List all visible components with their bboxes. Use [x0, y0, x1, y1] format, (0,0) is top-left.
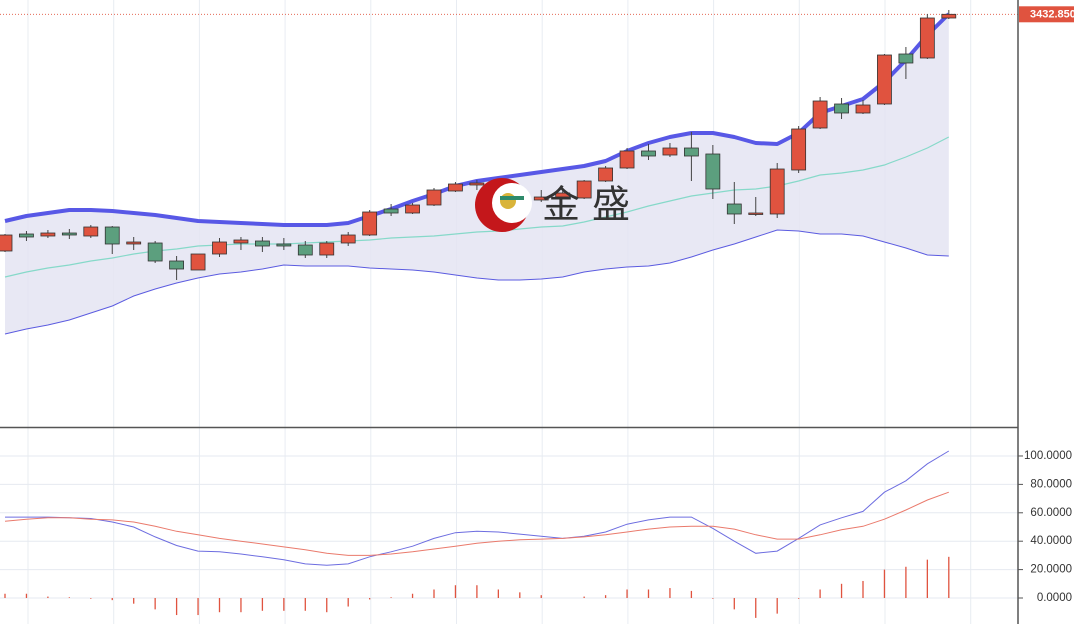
- vertical-grid: [27, 0, 972, 624]
- indicator-line: [4, 491, 949, 556]
- candle-body: [812, 100, 828, 129]
- y-tick-label: 0.0000: [1037, 592, 1072, 604]
- candle-body: [426, 189, 442, 206]
- candle-body: [254, 240, 270, 247]
- candle-body: [898, 53, 914, 64]
- candle-body: [126, 241, 142, 245]
- candle-body: [533, 196, 549, 201]
- candle-body: [190, 253, 206, 271]
- candle-body: [276, 243, 292, 247]
- candle-body: [684, 147, 699, 157]
- plot: 金 盛 3432.850 100.0000 80.0000 60.0000 40.0000…: [0, 6, 1074, 618]
- candle-body: [726, 203, 742, 215]
- candle-body: [791, 128, 807, 171]
- candle-body: [748, 212, 764, 215]
- candle-body: [212, 241, 227, 255]
- candle-body: [0, 234, 13, 252]
- candle-body: [383, 208, 399, 214]
- logo-core: [500, 193, 516, 209]
- candle-body: [877, 54, 892, 105]
- candle-body: [104, 226, 120, 245]
- candle-body: [576, 180, 592, 199]
- candle-body: [469, 182, 485, 186]
- y-tick-label: 80.0000: [1030, 478, 1072, 490]
- indicator-line: [5, 450, 950, 566]
- lower-band: [4, 229, 949, 335]
- candle-body: [405, 204, 420, 214]
- candle-body: [319, 242, 335, 256]
- candle-body: [40, 232, 56, 237]
- candle-body: [769, 168, 785, 215]
- y-tick-label: 60.0000: [1030, 507, 1072, 519]
- logo-bar: [500, 196, 524, 200]
- candle-body: [705, 153, 721, 190]
- logo: 金 盛: [475, 178, 630, 232]
- candle-body: [340, 234, 356, 244]
- y-tick-label: 20.0000: [1030, 564, 1072, 576]
- candle-body: [598, 167, 613, 182]
- watermark: 金 盛: [542, 183, 630, 227]
- candle-body: [297, 244, 313, 256]
- band-fill: [5, 14, 949, 334]
- candle-body: [147, 242, 163, 262]
- candle-body: [169, 260, 185, 270]
- y-tick-label: 100.0000: [1024, 450, 1072, 462]
- candle-body: [919, 17, 935, 59]
- candle-body: [61, 232, 77, 236]
- candle-body: [834, 103, 849, 114]
- candle-body: [448, 183, 463, 192]
- candle-body: [555, 192, 571, 198]
- candle-body: [233, 239, 249, 244]
- candle-body: [83, 226, 99, 237]
- candle-body: [941, 13, 957, 19]
- candle-body: [619, 150, 635, 169]
- price-tag-label: 3432.850: [1030, 9, 1074, 21]
- candle-body: [662, 147, 678, 156]
- candle-body: [641, 150, 656, 157]
- y-tick-label: 40.0000: [1030, 535, 1072, 547]
- candle-body: [855, 104, 871, 114]
- price-tag: [1019, 6, 1074, 23]
- candle-body: [362, 211, 378, 236]
- candle-body: [19, 233, 34, 238]
